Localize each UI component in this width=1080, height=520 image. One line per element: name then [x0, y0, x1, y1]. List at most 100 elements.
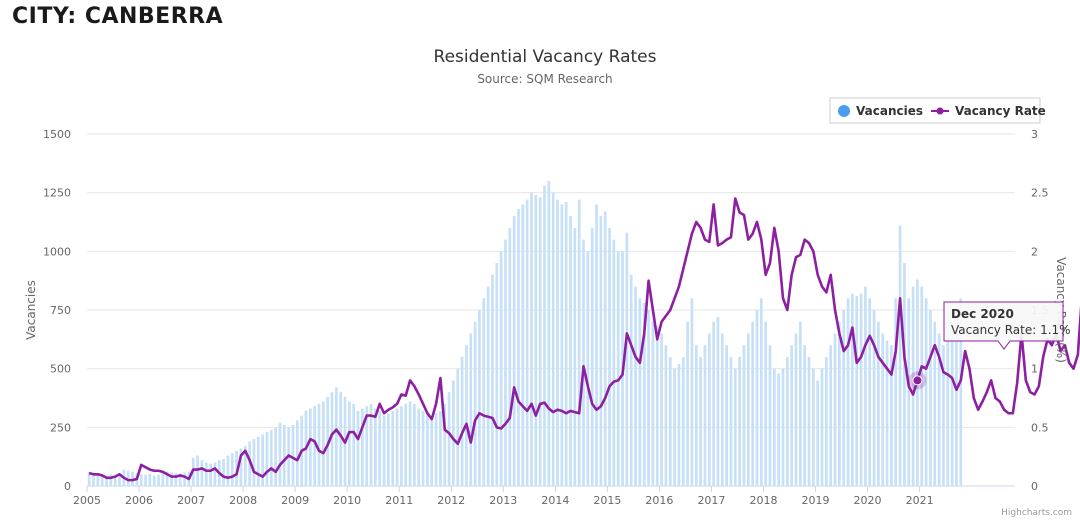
vacancies-bar[interactable]: [226, 455, 230, 486]
vacancies-bar[interactable]: [959, 298, 963, 486]
vacancies-bar[interactable]: [269, 429, 273, 486]
vacancies-bar[interactable]: [790, 345, 794, 486]
vacancies-bar[interactable]: [174, 473, 178, 486]
vacancies-bar[interactable]: [616, 251, 620, 486]
vacancies-bar[interactable]: [924, 298, 928, 486]
vacancies-bar[interactable]: [946, 333, 950, 486]
vacancies-bar[interactable]: [755, 310, 759, 486]
vacancies-bar[interactable]: [348, 401, 351, 486]
vacancies-bar[interactable]: [170, 472, 173, 486]
vacancies-bar[interactable]: [699, 356, 702, 486]
vacancies-bar[interactable]: [387, 413, 390, 486]
vacancies-bar[interactable]: [647, 310, 650, 486]
vacancies-bar[interactable]: [96, 473, 100, 486]
vacancies-bar[interactable]: [452, 380, 455, 486]
vacancies-bar[interactable]: [573, 227, 577, 486]
vacancies-bar[interactable]: [243, 446, 247, 486]
vacancies-bar[interactable]: [772, 368, 776, 486]
vacancies-bar[interactable]: [577, 199, 581, 486]
vacancies-bar[interactable]: [534, 195, 538, 486]
vacancies-bar[interactable]: [100, 474, 104, 486]
vacancies-bar[interactable]: [157, 474, 160, 486]
vacancies-bar[interactable]: [538, 197, 542, 487]
vacancies-bar[interactable]: [118, 475, 121, 486]
vacancies-bar[interactable]: [87, 471, 91, 486]
vacancies-bar[interactable]: [213, 462, 217, 486]
vacancies-bar[interactable]: [673, 368, 676, 486]
vacancies-bar[interactable]: [738, 356, 741, 486]
vacancies-bar[interactable]: [933, 321, 937, 486]
vacancies-bar[interactable]: [512, 216, 516, 486]
vacancies-bar[interactable]: [400, 406, 403, 486]
vacancies-bar[interactable]: [785, 356, 789, 486]
vacancies-bar[interactable]: [443, 403, 447, 486]
vacancies-bar[interactable]: [842, 310, 846, 486]
vacancies-bar[interactable]: [504, 239, 507, 486]
vacancies-bar[interactable]: [543, 185, 546, 487]
vacancies-bar[interactable]: [590, 227, 594, 486]
vacancies-bar[interactable]: [668, 356, 672, 486]
highlight-point[interactable]: [912, 375, 923, 386]
vacancies-bar[interactable]: [885, 340, 889, 486]
vacancies-bar[interactable]: [859, 293, 863, 486]
vacancies-bar[interactable]: [942, 345, 945, 486]
vacancies-bar[interactable]: [720, 333, 724, 486]
vacancies-bar[interactable]: [950, 321, 954, 486]
vacancies-bar[interactable]: [92, 473, 95, 486]
vacancies-bars[interactable]: [87, 180, 963, 487]
vacancies-bar[interactable]: [664, 345, 668, 486]
vacancies-bar[interactable]: [113, 476, 117, 486]
vacancies-bar[interactable]: [556, 199, 559, 486]
vacancies-bar[interactable]: [313, 406, 317, 486]
vacancies-bar[interactable]: [660, 333, 663, 486]
vacancies-bar[interactable]: [404, 403, 408, 486]
vacancies-bar[interactable]: [642, 302, 646, 486]
vacancies-bar[interactable]: [460, 356, 464, 486]
vacancies-bar[interactable]: [716, 317, 720, 486]
vacancies-bar[interactable]: [491, 274, 494, 486]
vacancies-bar[interactable]: [651, 321, 655, 486]
vacancies-bar[interactable]: [846, 298, 850, 486]
vacancies-bar[interactable]: [239, 448, 243, 486]
vacancies-bar[interactable]: [265, 432, 269, 486]
vacancies-bar[interactable]: [855, 295, 859, 486]
vacancies-bar[interactable]: [439, 410, 442, 486]
vacancies-bar[interactable]: [391, 410, 395, 486]
vacancies-bar[interactable]: [608, 227, 611, 486]
vacancies-bar[interactable]: [335, 387, 338, 486]
vacancies-bar[interactable]: [803, 345, 807, 486]
vacancies-bar[interactable]: [864, 286, 867, 486]
vacancies-bar[interactable]: [707, 333, 711, 486]
vacancies-bar[interactable]: [690, 298, 694, 486]
vacancies-bar[interactable]: [517, 209, 520, 487]
vacancies-bar[interactable]: [426, 413, 429, 486]
vacancies-bar[interactable]: [825, 356, 828, 486]
vacancies-bar[interactable]: [890, 345, 893, 486]
vacancies-bar[interactable]: [595, 204, 598, 486]
vacancies-bar[interactable]: [629, 274, 633, 486]
vacancies-bar[interactable]: [499, 251, 503, 486]
vacancies-bar[interactable]: [625, 232, 629, 486]
vacancies-bar[interactable]: [252, 439, 256, 486]
vacancies-bar[interactable]: [820, 368, 824, 486]
vacancies-bar[interactable]: [920, 286, 924, 486]
vacancies-bar[interactable]: [868, 298, 872, 486]
vacancies-bar[interactable]: [612, 239, 616, 486]
vacancies-bar[interactable]: [144, 474, 147, 486]
vacancies-bar[interactable]: [361, 408, 364, 486]
vacancy-rate-line[interactable]: [88, 197, 1080, 482]
vacancies-bar[interactable]: [812, 368, 815, 486]
vacancies-bar[interactable]: [178, 473, 182, 486]
vacancies-bar[interactable]: [417, 408, 421, 486]
vacancies-bar[interactable]: [655, 326, 659, 486]
vacancies-bar[interactable]: [161, 471, 165, 486]
vacancies-bar[interactable]: [356, 410, 360, 486]
vacancies-bar[interactable]: [326, 396, 330, 486]
vacancies-bar[interactable]: [937, 333, 941, 486]
vacancies-bar[interactable]: [235, 450, 238, 486]
vacancies-bar[interactable]: [725, 345, 728, 486]
vacancies-bar[interactable]: [759, 298, 763, 486]
vacancies-bar[interactable]: [291, 424, 295, 486]
vacancies-bar[interactable]: [456, 368, 460, 486]
vacancies-bar[interactable]: [482, 298, 486, 486]
